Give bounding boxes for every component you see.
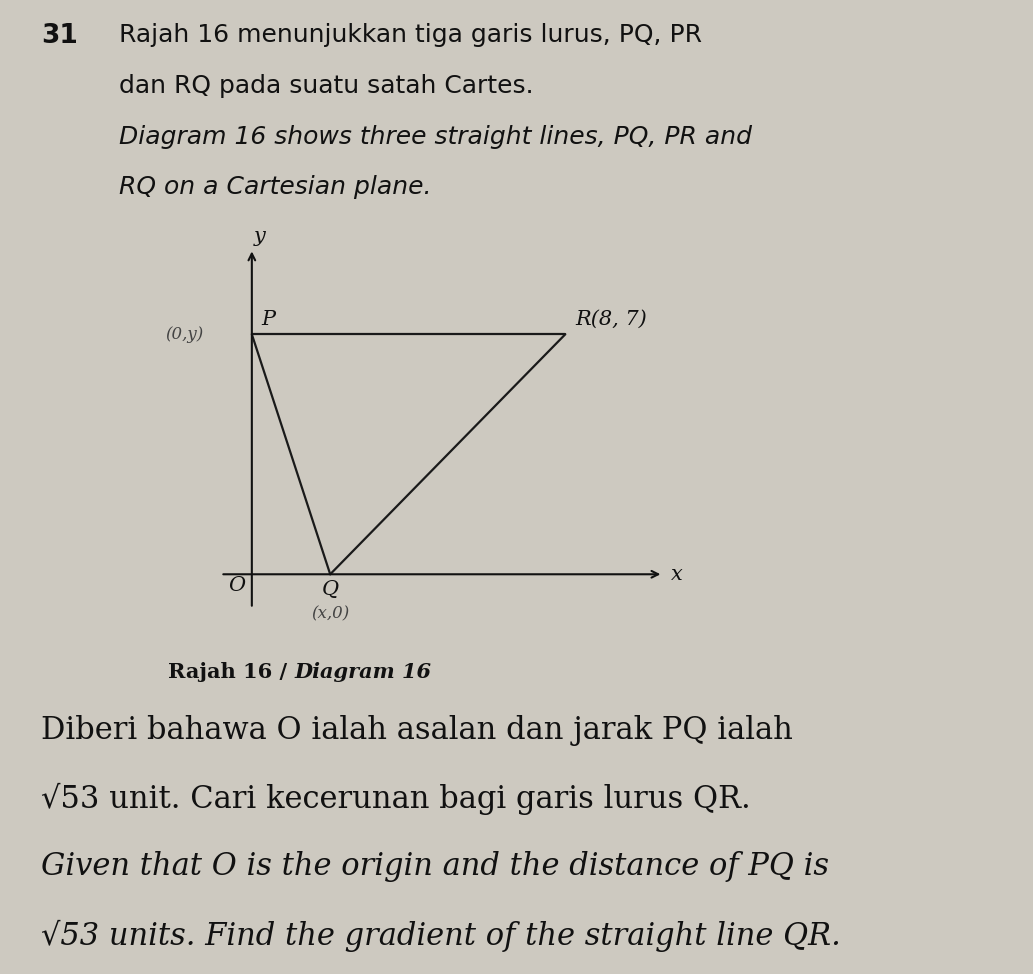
Text: Diagram 16 shows three straight lines, PQ, PR and: Diagram 16 shows three straight lines, P… — [119, 125, 752, 149]
Text: Diberi bahawa O ialah asalan dan jarak PQ ialah: Diberi bahawa O ialah asalan dan jarak P… — [41, 715, 793, 746]
Text: P: P — [261, 310, 276, 329]
Text: dan RQ pada suatu satah Cartes.: dan RQ pada suatu satah Cartes. — [119, 74, 533, 98]
Text: √53 units. Find the gradient of the straight line QR.: √53 units. Find the gradient of the stra… — [41, 919, 841, 952]
Text: x: x — [671, 565, 683, 583]
Text: Rajah 16 menunjukkan tiga garis lurus, PQ, PR: Rajah 16 menunjukkan tiga garis lurus, P… — [119, 23, 701, 48]
Text: 31: 31 — [41, 23, 79, 50]
Text: RQ on a Cartesian plane.: RQ on a Cartesian plane. — [119, 175, 432, 200]
Text: Q: Q — [321, 580, 339, 599]
Text: Rajah 16 /: Rajah 16 / — [168, 662, 294, 682]
Text: √53 unit. Cari kecerunan bagi garis lurus QR.: √53 unit. Cari kecerunan bagi garis luru… — [41, 783, 751, 815]
Text: Diagram 16: Diagram 16 — [294, 662, 432, 682]
Text: (x,0): (x,0) — [311, 606, 349, 622]
Text: Given that O is the origin and the distance of PQ is: Given that O is the origin and the dista… — [41, 851, 829, 882]
Text: R(8, 7): R(8, 7) — [575, 310, 647, 329]
Text: y: y — [254, 227, 265, 245]
Text: O: O — [228, 577, 246, 595]
Text: (0,y): (0,y) — [165, 325, 204, 343]
